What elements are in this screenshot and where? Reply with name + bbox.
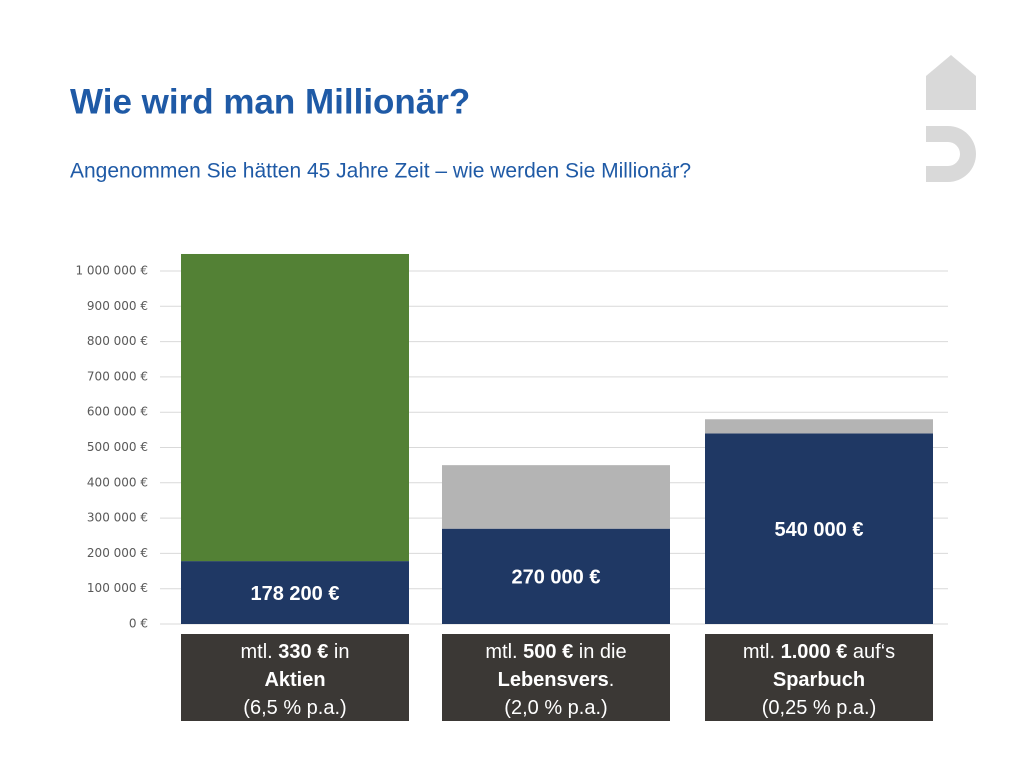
y-tick-label: 900 000 €: [87, 299, 148, 313]
category-label: (2,0 % p.a.): [504, 697, 607, 719]
category-label-part: Aktien: [264, 669, 325, 691]
y-tick-label: 600 000 €: [87, 405, 148, 419]
y-tick-label: 1 000 000 €: [75, 264, 148, 278]
category-label-part: in die: [573, 641, 626, 663]
category-label: (6,5 % p.a.): [243, 697, 346, 719]
bar-segment: [705, 419, 933, 434]
y-tick-label: 500 000 €: [87, 440, 148, 454]
category-label-part: (0,25 % p.a.): [762, 697, 877, 719]
bar-segment: [181, 561, 409, 624]
category-label: Lebensvers.: [498, 669, 615, 691]
category-label-part: 330 €: [278, 641, 328, 663]
category-label-part: 500 €: [523, 641, 573, 663]
category-label: (0,25 % p.a.): [762, 697, 877, 719]
category-label-part: .: [609, 669, 615, 691]
value-label: 178 200 €: [251, 583, 340, 605]
value-label: 540 000 €: [775, 519, 864, 541]
category-label: mtl. 500 € in die: [485, 641, 626, 663]
y-tick-label: 100 000 €: [87, 581, 148, 595]
y-tick-label: 0 €: [129, 617, 148, 631]
title: Wie wird man Millionär?: [70, 82, 470, 121]
category-label: Sparbuch: [773, 669, 865, 691]
subtitle: Angenommen Sie hätten 45 Jahre Zeit – wi…: [70, 160, 691, 183]
category-label-part: 1.000 €: [781, 641, 848, 663]
plot: 0 € 100 000 € 200 000 € 300 000 € 400 000 € 5…: [75, 253, 948, 721]
y-tick-label: 700 000 €: [87, 369, 148, 383]
category-label-part: mtl.: [485, 641, 523, 663]
category-label: mtl. 330 € in: [241, 641, 350, 663]
y-tick-label: 400 000 €: [87, 475, 148, 489]
y-tick-label: 300 000 €: [87, 511, 148, 525]
category-label-part: (6,5 % p.a.): [243, 697, 346, 719]
y-tick-label: 800 000 €: [87, 334, 148, 348]
bar-segment: [705, 433, 933, 624]
category-label-part: in: [328, 641, 349, 663]
bar-segment: [442, 528, 670, 624]
logo-hook: [926, 126, 976, 182]
category-label: Aktien: [264, 669, 325, 691]
category-label-part: Lebensvers: [498, 669, 609, 691]
value-label: 270 000 €: [512, 567, 601, 589]
category-label-part: Sparbuch: [773, 669, 865, 691]
category-box: [442, 634, 670, 721]
category-label-part: auf‘s: [847, 641, 895, 663]
category-label-part: mtl.: [241, 641, 279, 663]
category-label-part: mtl.: [743, 641, 781, 663]
category-box: [705, 634, 933, 721]
bar-segment: [181, 253, 409, 562]
bar-segment: [442, 465, 670, 529]
category-label: mtl. 1.000 € auf‘s: [743, 641, 895, 663]
category-box: [181, 634, 409, 721]
logo-house: [926, 55, 976, 110]
category-label-part: (2,0 % p.a.): [504, 697, 607, 719]
y-tick-label: 200 000 €: [87, 546, 148, 560]
